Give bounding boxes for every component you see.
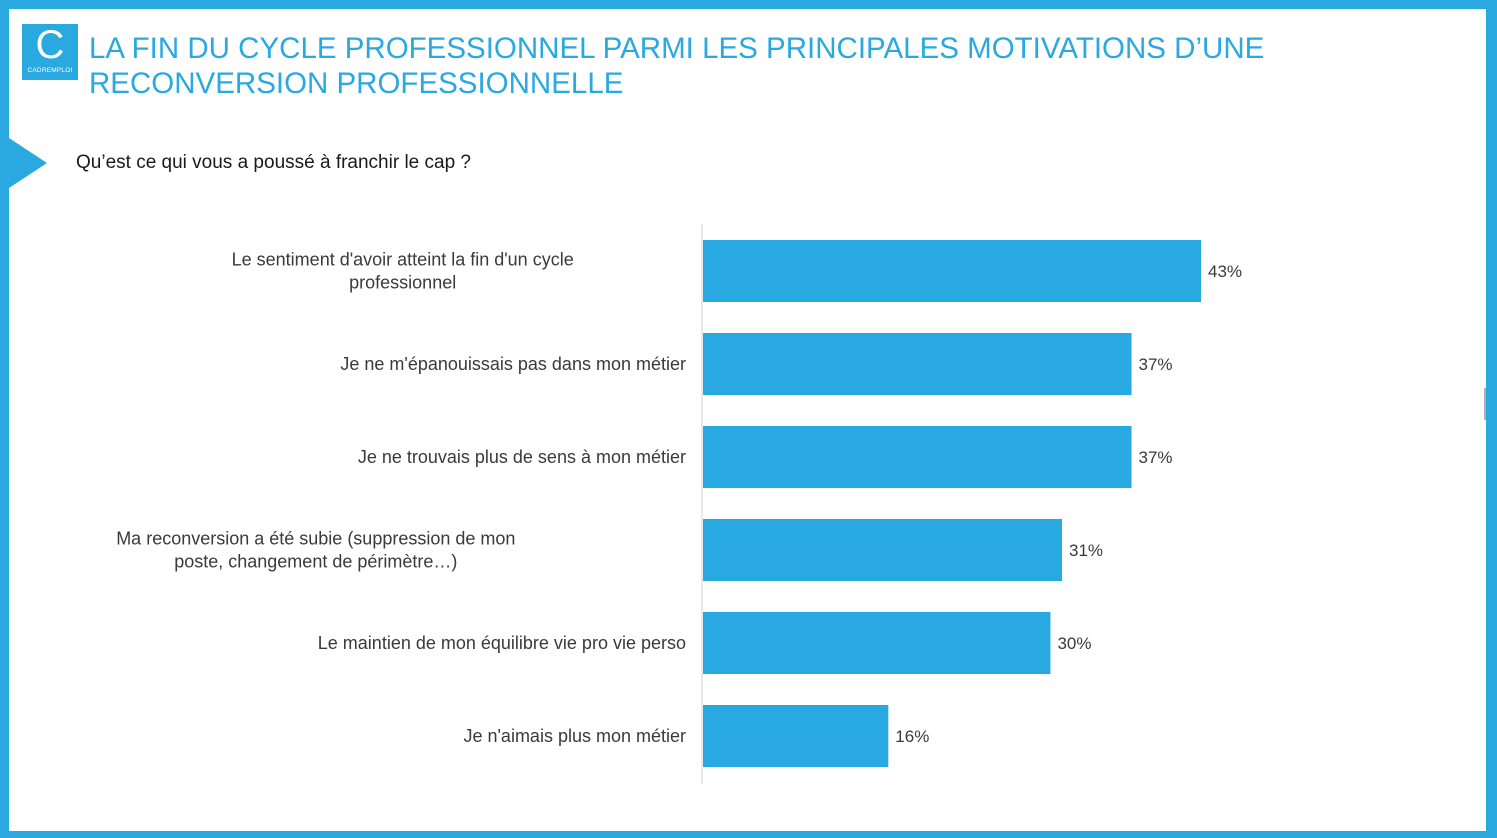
survey-question: Qu’est ce qui vous a poussé à franchir l…	[76, 152, 472, 173]
category-label-5: Le maintien de mon équilibre vie pro vie…	[318, 633, 686, 653]
category-label-6: Je n'aimais plus mon métier	[463, 726, 686, 746]
slide: C CADREMPLOI LA FIN DU CYCLE PROFESSIONN…	[9, 9, 1486, 831]
bar-4	[703, 519, 1063, 581]
bar-5	[703, 612, 1051, 674]
logo-letter: C	[35, 23, 65, 67]
category-label-4: Ma reconversion a été subie (suppression…	[116, 529, 515, 572]
bar-3	[703, 426, 1132, 488]
category-label-3: Je ne trouvais plus de sens à mon métier	[358, 447, 686, 467]
category-label-1: Le sentiment d'avoir atteint la fin d'un…	[232, 250, 574, 293]
value-label-3: 37%	[1139, 448, 1173, 467]
cadremploi-logo: C CADREMPLOI	[22, 24, 78, 80]
bar-1	[703, 240, 1201, 302]
value-label-4: 31%	[1069, 541, 1103, 560]
value-label-6: 16%	[895, 727, 929, 746]
category-label-2: Je ne m'épanouissais pas dans mon métier	[340, 354, 686, 374]
scroll-edge-mark	[1484, 388, 1486, 420]
bar-2	[703, 333, 1132, 395]
value-label-1: 43%	[1208, 262, 1242, 281]
value-label-2: 37%	[1139, 355, 1173, 374]
arrow-marker-icon	[9, 138, 47, 188]
value-label-5: 30%	[1057, 634, 1091, 653]
page-title: LA FIN DU CYCLE PROFESSIONNEL PARMI LES …	[89, 32, 1265, 100]
bar-6	[703, 705, 889, 767]
logo-brand: CADREMPLOI	[27, 67, 73, 74]
